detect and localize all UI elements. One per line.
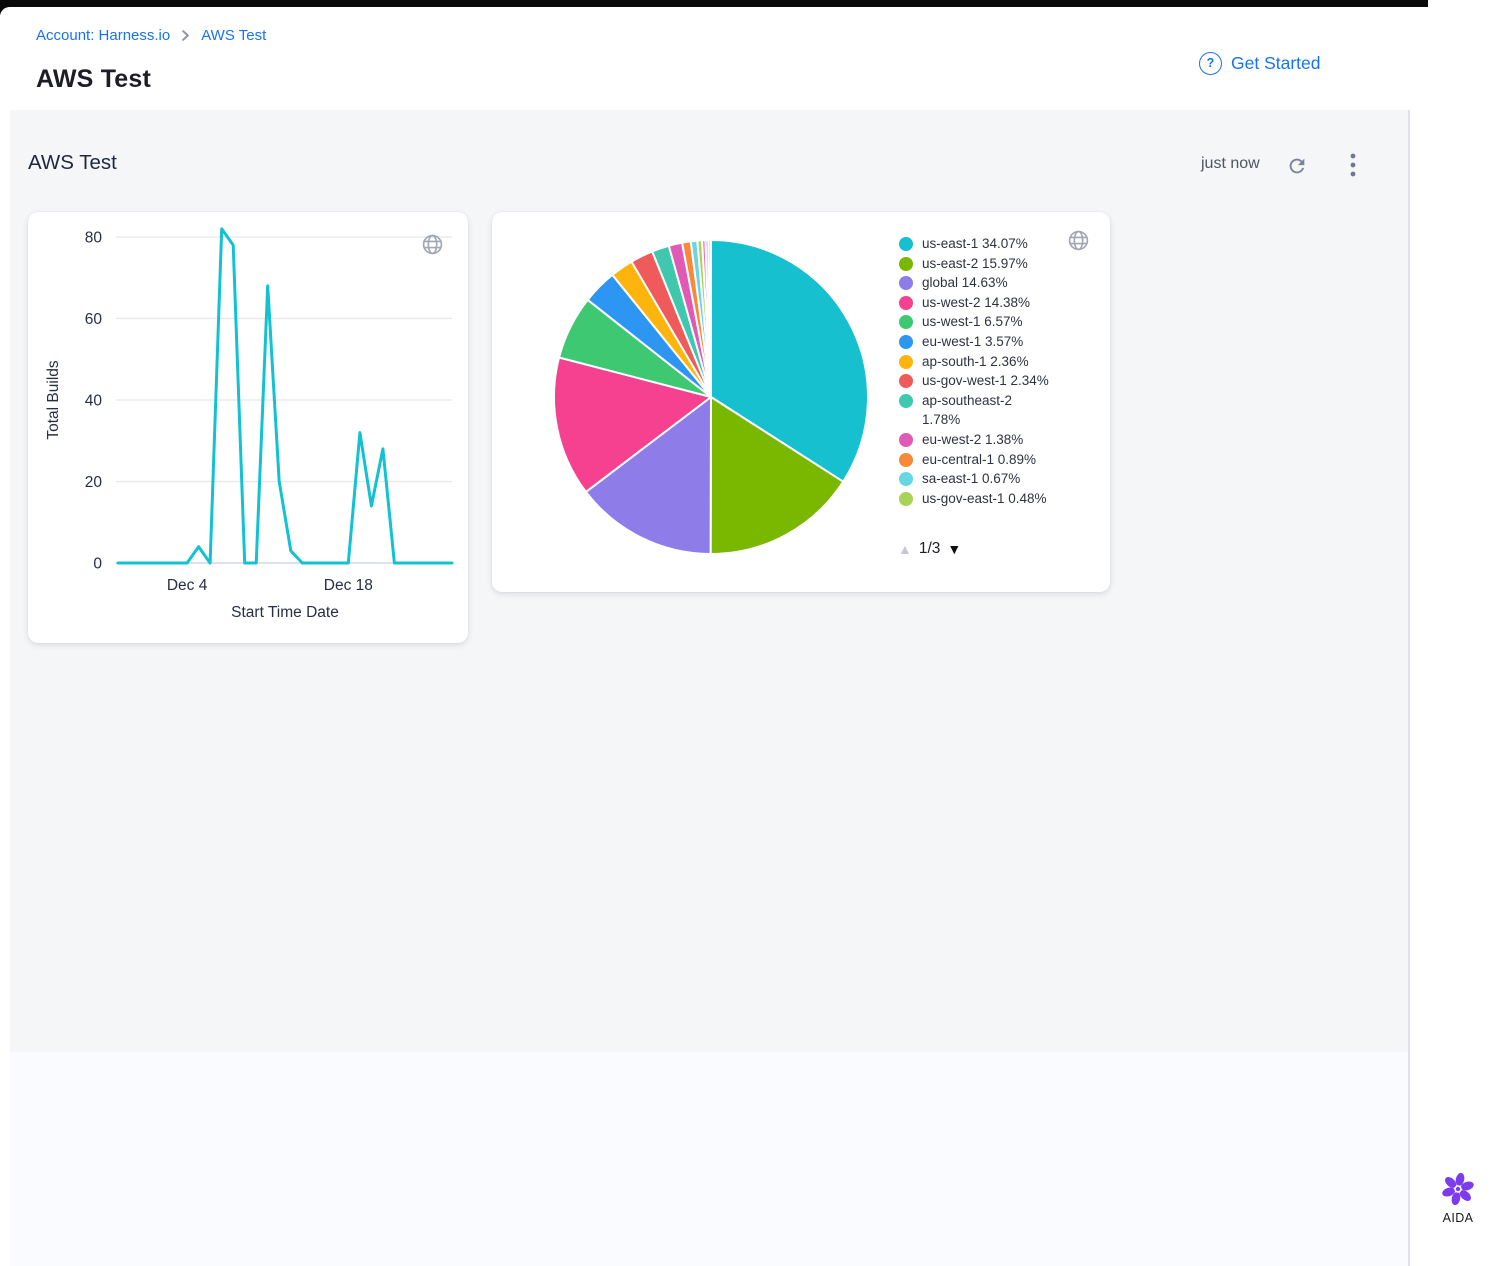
get-started-label: Get Started [1231, 53, 1321, 73]
pie-slice-other[interactable] [707, 238, 712, 398]
more-vert-icon [1350, 152, 1356, 178]
pie-slice-global[interactable] [584, 396, 712, 555]
legend-label: ap-southeast-2 1.78% [922, 392, 1013, 428]
legend-swatch [899, 472, 913, 487]
legend-swatch [899, 452, 913, 467]
legend-item[interactable]: sa-east-1 0.67% [899, 469, 1099, 489]
legend-label: sa-east-1 0.67% [922, 471, 1021, 487]
legend-label: us-east-1 34.07% [922, 236, 1028, 251]
y-tick-label: 20 [85, 474, 103, 491]
y-tick-label: 60 [85, 311, 103, 328]
legend-item[interactable]: us-gov-east-1 0.48% [899, 489, 1099, 509]
y-tick-label: 40 [85, 393, 103, 410]
breadcrumb: Account: Harness.io AWS Test [36, 27, 266, 44]
breadcrumb-current-link[interactable]: AWS Test [201, 27, 267, 44]
legend-swatch [899, 276, 913, 291]
legend-swatch [899, 432, 913, 447]
legend-swatch [899, 354, 913, 369]
right-rail: AIDA [1410, 7, 1496, 1266]
legend-item[interactable]: eu-west-2 1.38% [899, 430, 1099, 450]
legend-swatch [899, 315, 913, 330]
globe-icon[interactable] [1066, 228, 1090, 252]
pie-slice-us-west-2[interactable] [553, 356, 712, 493]
chevron-right-icon [180, 30, 191, 41]
legend-swatch [899, 393, 913, 408]
window-top-edge [0, 0, 1428, 7]
pie-legend: us-east-1 34.07% us-east-2 15.97% global 1… [899, 234, 1099, 538]
legend-page-down-icon[interactable]: ▼ [947, 541, 962, 557]
pie-slice-us-east-2[interactable] [709, 396, 845, 556]
legend-swatch [899, 237, 913, 251]
refresh-icon [1286, 155, 1308, 177]
y-tick-label: 0 [93, 556, 102, 573]
aida-label: AIDA [1442, 1211, 1474, 1225]
legend-swatch [899, 334, 913, 349]
legend-page-indicator: 1/3 [918, 540, 941, 557]
legend-swatch [899, 256, 913, 271]
legend-label: eu-west-2 1.38% [922, 431, 1024, 447]
page-header: Account: Harness.io AWS Test AWS Test ? … [0, 7, 1408, 110]
x-tick-label: Dec 4 [167, 577, 208, 594]
dashboard-menu-button[interactable] [1341, 150, 1365, 180]
legend-pager: ▲ 1/3 ▼ [898, 540, 961, 558]
breadcrumb-account-link[interactable]: Account: Harness.io [36, 27, 171, 44]
total-builds-chart-card: 0 20 40 60 80 Dec 4 Dec 18 Start Time Date Total… [28, 212, 468, 643]
legend-item[interactable]: eu-central-1 0.89% [899, 450, 1099, 470]
x-tick-label: Dec 18 [324, 577, 373, 594]
globe-icon[interactable] [420, 232, 444, 256]
dashboard-title: AWS Test [28, 151, 117, 174]
y-tick-label: 80 [85, 230, 103, 247]
legend-item[interactable]: global 14.63% [899, 273, 1099, 293]
y-axis-title: Total Builds [45, 360, 62, 440]
legend-label: eu-central-1 0.89% [922, 451, 1037, 467]
region-pie-chart-card: us-east-1 34.07% us-east-2 15.97% global 1… [492, 212, 1110, 592]
legend-item[interactable]: us-west-2 14.38% [899, 293, 1099, 313]
builds-series-line[interactable] [116, 227, 454, 565]
x-axis-title: Start Time Date [231, 604, 339, 621]
legend-item[interactable]: us-east-1 34.07% [899, 234, 1099, 254]
legend-page-up-icon[interactable]: ▲ [898, 541, 912, 557]
legend-label: global 14.63% [922, 275, 1008, 291]
aida-button[interactable]: AIDA [1437, 1170, 1479, 1225]
page-title: AWS Test [36, 65, 152, 93]
legend-label: us-west-1 6.57% [922, 314, 1023, 330]
legend-item[interactable]: us-west-1 6.57% [899, 312, 1099, 332]
total-builds-line-chart[interactable]: 0 20 40 60 80 Dec 4 Dec 18 Start Time Date Total… [28, 212, 468, 643]
refresh-timestamp: just now [1201, 155, 1260, 172]
panel-divider [1408, 110, 1410, 1266]
aida-flower-icon [1439, 1170, 1477, 1208]
legend-label: eu-west-1 3.57% [922, 333, 1024, 349]
legend-label: us-west-2 14.38% [922, 294, 1031, 310]
help-icon: ? [1199, 52, 1222, 75]
region-pie-chart[interactable] [492, 212, 1110, 592]
legend-item[interactable]: ap-southeast-2 1.78% [899, 391, 1099, 430]
legend-swatch [899, 491, 913, 506]
legend-label: us-gov-east-1 0.48% [922, 490, 1047, 506]
legend-label: ap-south-1 2.36% [922, 353, 1029, 369]
refresh-button[interactable] [1283, 152, 1311, 180]
legend-swatch [899, 374, 913, 389]
legend-item[interactable]: us-east-2 15.97% [899, 254, 1099, 274]
dashboard-footer-area [10, 1052, 1408, 1266]
legend-item[interactable]: us-gov-west-1 2.34% [899, 371, 1099, 391]
legend-item[interactable]: ap-south-1 2.36% [899, 352, 1099, 372]
legend-swatch [899, 295, 913, 310]
legend-item[interactable]: eu-west-1 3.57% [899, 332, 1099, 352]
get-started-link[interactable]: ? Get Started [1199, 52, 1321, 75]
legend-label: us-east-2 15.97% [922, 255, 1028, 271]
legend-label: us-gov-west-1 2.34% [922, 373, 1049, 389]
